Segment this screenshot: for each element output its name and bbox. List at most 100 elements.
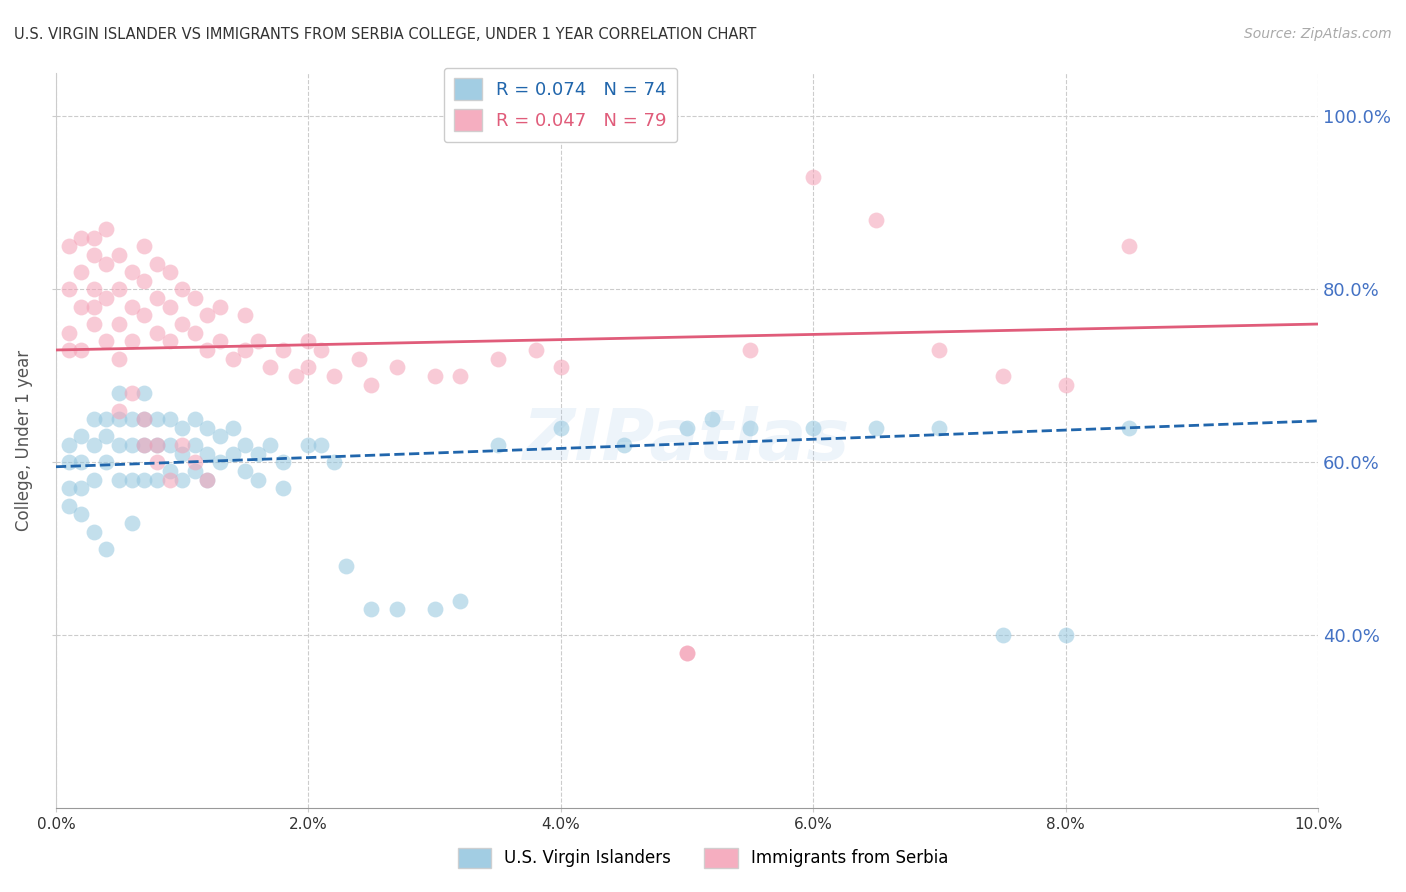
Point bbox=[108, 403, 131, 417]
Point bbox=[108, 438, 131, 452]
Point bbox=[159, 412, 181, 426]
Point bbox=[70, 429, 93, 443]
Point bbox=[83, 412, 105, 426]
Point bbox=[702, 412, 724, 426]
Point bbox=[865, 421, 887, 435]
Point bbox=[108, 248, 131, 262]
Point bbox=[146, 412, 169, 426]
Point bbox=[146, 455, 169, 469]
Point bbox=[284, 368, 307, 383]
Point bbox=[322, 455, 344, 469]
Point bbox=[233, 464, 256, 478]
Point bbox=[58, 481, 80, 495]
Point bbox=[449, 368, 471, 383]
Point bbox=[134, 309, 156, 323]
Point bbox=[96, 455, 118, 469]
Point bbox=[83, 317, 105, 331]
Point bbox=[172, 421, 194, 435]
Point bbox=[184, 438, 207, 452]
Point bbox=[347, 351, 370, 366]
Point bbox=[134, 473, 156, 487]
Point bbox=[172, 282, 194, 296]
Point bbox=[108, 317, 131, 331]
Point bbox=[676, 646, 699, 660]
Point bbox=[83, 248, 105, 262]
Point bbox=[146, 438, 169, 452]
Point bbox=[96, 429, 118, 443]
Point bbox=[58, 282, 80, 296]
Point bbox=[121, 300, 143, 314]
Point bbox=[58, 326, 80, 340]
Point bbox=[70, 455, 93, 469]
Point bbox=[159, 300, 181, 314]
Point bbox=[221, 351, 243, 366]
Point bbox=[221, 447, 243, 461]
Point bbox=[322, 368, 344, 383]
Point bbox=[524, 343, 547, 357]
Point bbox=[221, 421, 243, 435]
Point bbox=[83, 282, 105, 296]
Point bbox=[246, 447, 269, 461]
Text: U.S. VIRGIN ISLANDER VS IMMIGRANTS FROM SERBIA COLLEGE, UNDER 1 YEAR CORRELATION: U.S. VIRGIN ISLANDER VS IMMIGRANTS FROM … bbox=[14, 27, 756, 42]
Point bbox=[271, 481, 294, 495]
Point bbox=[991, 628, 1014, 642]
Point bbox=[233, 343, 256, 357]
Point bbox=[1118, 421, 1140, 435]
Point bbox=[184, 326, 207, 340]
Point bbox=[58, 343, 80, 357]
Point bbox=[208, 300, 231, 314]
Point bbox=[146, 291, 169, 305]
Point bbox=[146, 473, 169, 487]
Point bbox=[928, 421, 950, 435]
Point bbox=[96, 222, 118, 236]
Point bbox=[865, 213, 887, 227]
Point bbox=[676, 646, 699, 660]
Point bbox=[740, 343, 762, 357]
Point bbox=[159, 334, 181, 349]
Point bbox=[108, 351, 131, 366]
Point bbox=[83, 524, 105, 539]
Point bbox=[195, 343, 218, 357]
Point bbox=[146, 326, 169, 340]
Point bbox=[134, 239, 156, 253]
Point bbox=[83, 473, 105, 487]
Text: ZIPatlas: ZIPatlas bbox=[523, 406, 851, 475]
Point bbox=[70, 481, 93, 495]
Point bbox=[134, 386, 156, 401]
Point bbox=[184, 455, 207, 469]
Point bbox=[208, 455, 231, 469]
Point bbox=[385, 360, 408, 375]
Point bbox=[184, 412, 207, 426]
Y-axis label: College, Under 1 year: College, Under 1 year bbox=[15, 351, 32, 532]
Point bbox=[184, 291, 207, 305]
Point bbox=[486, 351, 509, 366]
Point bbox=[70, 343, 93, 357]
Point bbox=[613, 438, 636, 452]
Point bbox=[740, 421, 762, 435]
Legend: U.S. Virgin Islanders, Immigrants from Serbia: U.S. Virgin Islanders, Immigrants from S… bbox=[451, 841, 955, 875]
Point bbox=[121, 473, 143, 487]
Point bbox=[159, 438, 181, 452]
Point bbox=[96, 541, 118, 556]
Point bbox=[172, 447, 194, 461]
Point bbox=[195, 309, 218, 323]
Point bbox=[146, 256, 169, 270]
Point bbox=[297, 334, 319, 349]
Point bbox=[83, 300, 105, 314]
Point bbox=[159, 464, 181, 478]
Point bbox=[271, 455, 294, 469]
Point bbox=[195, 421, 218, 435]
Point bbox=[96, 256, 118, 270]
Point bbox=[423, 368, 446, 383]
Point bbox=[134, 412, 156, 426]
Point bbox=[58, 455, 80, 469]
Point bbox=[70, 265, 93, 279]
Point bbox=[676, 421, 699, 435]
Point bbox=[121, 334, 143, 349]
Point bbox=[70, 508, 93, 522]
Point bbox=[297, 360, 319, 375]
Point bbox=[233, 309, 256, 323]
Point bbox=[96, 291, 118, 305]
Point bbox=[58, 438, 80, 452]
Point bbox=[83, 438, 105, 452]
